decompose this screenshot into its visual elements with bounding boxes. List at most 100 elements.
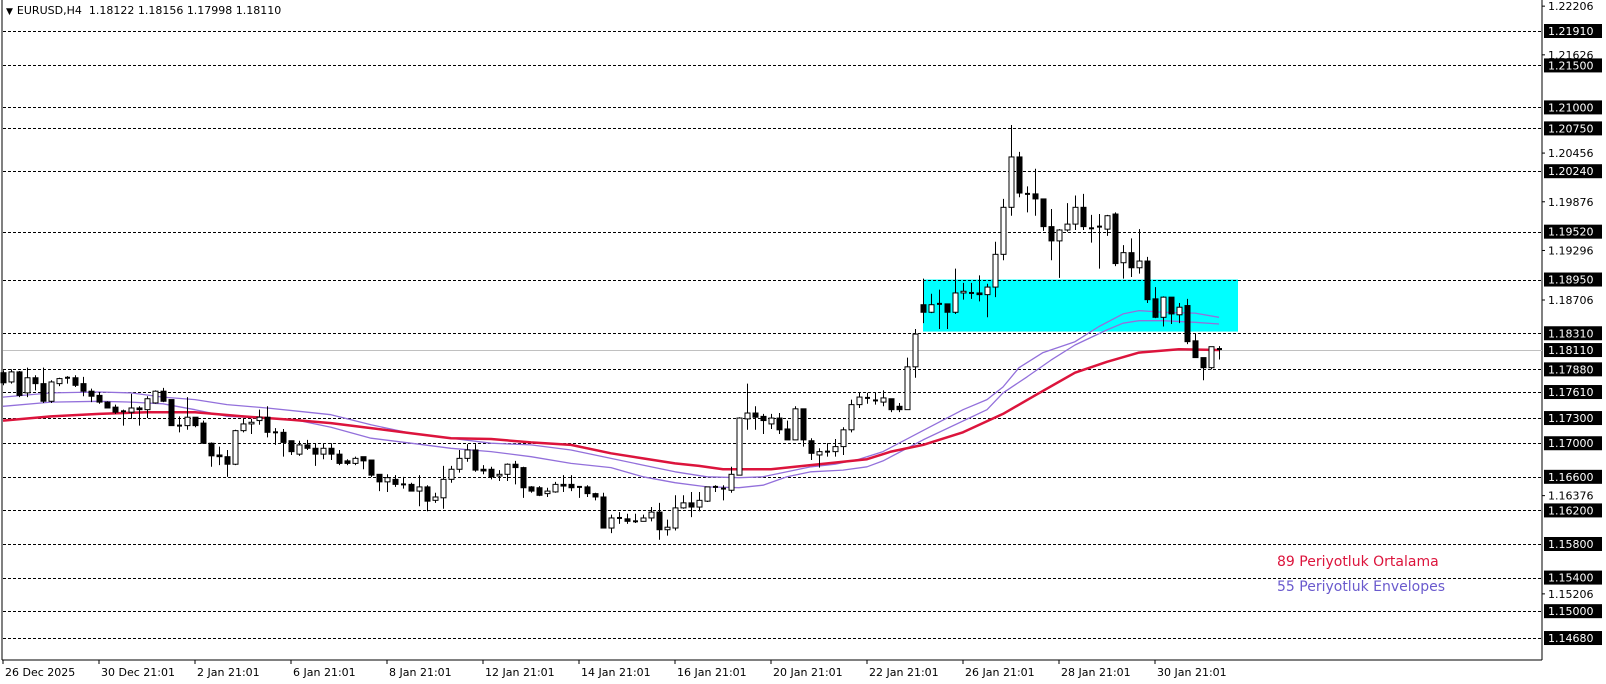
level-price-label-box <box>1544 536 1602 551</box>
level-price-label: 1.20240 <box>1548 165 1594 178</box>
candle-body-bear <box>656 511 663 531</box>
candle-body-bear <box>376 473 383 483</box>
candle-body-bear <box>1184 305 1191 343</box>
candle-body-bear <box>1144 260 1151 301</box>
candle-body-bull <box>464 449 471 459</box>
candle-body-bear <box>0 372 7 384</box>
candle-body-bear <box>200 422 207 444</box>
candle-body-bull <box>552 483 559 493</box>
candle-body-bull <box>952 292 959 313</box>
level-price-label: 1.18310 <box>1548 327 1594 340</box>
candle-body-bear <box>264 416 271 433</box>
candle-body-bear <box>344 460 351 464</box>
candle-body-bull <box>456 457 463 470</box>
price-axis-label: 1.15206 <box>1548 588 1594 601</box>
candle-body-bull <box>544 490 551 495</box>
level-price-label-box <box>1544 411 1602 426</box>
level-price-label: 1.15800 <box>1548 538 1594 551</box>
bid-price-label: 1.18110 <box>1548 344 1594 357</box>
candle-body-bull <box>736 417 743 476</box>
legend-label: 55 Periyotluk Envelopes <box>1277 579 1445 595</box>
candle-body-bear <box>312 447 319 455</box>
candle-body-bull <box>672 507 679 529</box>
candle-body-bull <box>680 502 687 509</box>
moving-average-89-line <box>2 347 1220 471</box>
price-axis-label: 1.20456 <box>1548 147 1594 160</box>
bid-price-label-box <box>1544 343 1602 358</box>
candle-body-bear <box>160 390 167 402</box>
level-price-label-box <box>1544 436 1602 451</box>
time-axis-label: 16 Jan 21:01 <box>677 666 747 679</box>
triangle-down-icon[interactable]: ▼ <box>6 7 13 17</box>
candle-body-bear <box>1040 198 1047 228</box>
candle-body-bull <box>432 496 439 501</box>
candle-body-bull <box>1176 306 1183 316</box>
candle-body-bull <box>448 468 455 480</box>
candle-body-bull <box>56 378 63 385</box>
candle-body-bull <box>1000 206 1007 255</box>
candle-body-bear <box>88 390 95 397</box>
candle-body-bear <box>424 486 431 502</box>
level-price-label: 1.16200 <box>1548 504 1594 517</box>
level-price-label-box <box>1544 631 1602 646</box>
candle-body-bear <box>1192 340 1199 359</box>
candle-body-bull <box>384 477 391 483</box>
candle-body-bull <box>768 417 775 425</box>
candle-body-bull <box>416 486 423 492</box>
time-axis-label: 20 Jan 21:01 <box>773 666 843 679</box>
candle-body-bear <box>104 401 111 409</box>
level-price-label-box <box>1544 164 1602 179</box>
candle-body-bear <box>568 483 575 489</box>
candle-body-bear <box>888 398 895 411</box>
candle-body-bear <box>360 456 367 462</box>
candle-body-bear <box>808 440 815 454</box>
level-price-label: 1.15400 <box>1548 572 1594 585</box>
level-price-label: 1.15000 <box>1548 605 1594 618</box>
candle-body-bear <box>80 383 87 392</box>
candle-body-bull <box>728 473 735 491</box>
candle-body-bear <box>136 407 143 411</box>
candle-body-bull <box>24 377 31 394</box>
candle-body-bear <box>512 463 519 469</box>
level-price-label: 1.17000 <box>1548 437 1594 450</box>
candle-body-bull <box>608 517 615 529</box>
symbol-label: EURUSD,H4 <box>16 4 82 17</box>
legend-label: 89 Periyotluk Ortalama <box>1277 554 1439 570</box>
candle-body-bull <box>248 421 255 425</box>
candle-body-bull <box>792 408 799 441</box>
candle-body-bull <box>992 253 999 288</box>
candle-body-bear <box>208 442 215 457</box>
candle-body-bear <box>1152 298 1159 318</box>
candle-body-bear <box>1048 226 1055 242</box>
candle-body-bear <box>336 453 343 464</box>
candle-body-bear <box>1016 156 1023 194</box>
candle-body-bull <box>840 429 847 448</box>
level-price-label: 1.14680 <box>1548 632 1594 645</box>
candle-body-bear <box>392 478 399 485</box>
candle-body-bear <box>584 486 591 495</box>
level-price-label: 1.17880 <box>1548 363 1594 376</box>
time-axis-label: 12 Jan 21:01 <box>485 666 555 679</box>
candle-body-bull <box>232 430 239 465</box>
time-axis-label: 14 Jan 21:01 <box>581 666 651 679</box>
time-axis-label: 30 Dec 21:01 <box>101 666 175 679</box>
level-price-label: 1.16600 <box>1548 471 1594 484</box>
candle-body-bear <box>1200 357 1207 369</box>
candle-body-bear <box>96 394 103 403</box>
candle-body-bear <box>304 444 311 449</box>
candle-body-bear <box>472 449 479 471</box>
candle-body-bull <box>504 463 511 475</box>
level-price-label-box <box>1544 272 1602 287</box>
level-price-label: 1.21000 <box>1548 101 1594 114</box>
level-price-label: 1.17300 <box>1548 412 1594 425</box>
candle-body-bull <box>984 286 991 296</box>
candle-body-bear <box>1168 296 1175 315</box>
candle-body-bear <box>488 468 495 478</box>
level-price-label-box <box>1544 121 1602 136</box>
candle-body-bear <box>1112 213 1119 265</box>
candle-body-bull <box>960 290 967 294</box>
candle-body-bull <box>320 447 327 455</box>
candle-body-bear <box>896 405 903 411</box>
candle-body-bear <box>1032 193 1039 200</box>
